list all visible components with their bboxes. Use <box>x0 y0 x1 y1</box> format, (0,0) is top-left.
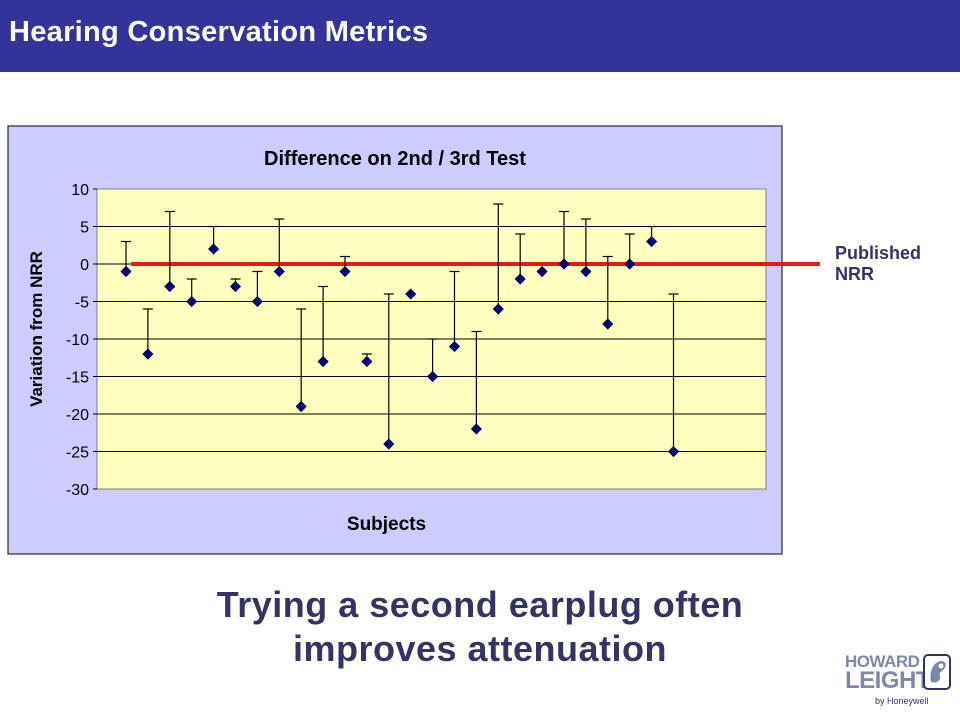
first-test-point <box>273 265 285 278</box>
first-test-point <box>164 280 176 293</box>
first-test-point <box>646 235 658 248</box>
first-test-point <box>120 265 132 278</box>
first-test-point <box>448 340 461 353</box>
first-test-point <box>580 265 592 278</box>
y-tick-label: 0 <box>80 257 89 274</box>
first-test-point <box>558 258 570 270</box>
y-axis-label: Variation from NRR <box>27 251 46 407</box>
logo-line2: LEIGHT <box>845 667 931 694</box>
y-tick-label: -10 <box>66 332 89 349</box>
first-test-point <box>142 348 154 360</box>
y-tick-label: -25 <box>66 445 89 462</box>
logo-line1: HOWARD <box>845 652 920 671</box>
first-test-point <box>383 438 395 450</box>
first-test-point <box>339 265 351 278</box>
y-tick-label: -30 <box>66 482 89 499</box>
first-test-point <box>427 370 439 383</box>
first-test-point <box>667 445 680 458</box>
first-test-point <box>602 318 614 330</box>
y-tick-label: -5 <box>75 295 89 312</box>
nrr-label-line2: NRR <box>835 264 874 284</box>
y-tick-label: -15 <box>66 370 89 387</box>
logo-byline: by Honeywell <box>875 696 929 706</box>
header-bar: Hearing Conservation Metrics <box>0 0 960 72</box>
first-test-point <box>251 295 263 308</box>
chart-title: Difference on 2nd / 3rd Test <box>264 148 526 170</box>
page-title: Hearing Conservation Metrics <box>9 16 429 48</box>
x-axis-label: Subjects <box>347 514 426 535</box>
first-test-point <box>536 265 548 278</box>
y-tick-label: 10 <box>71 182 89 199</box>
howard-leight-logo: HOWARD LEIGHT by Honeywell <box>845 652 955 712</box>
first-test-point <box>624 258 636 270</box>
first-test-point <box>295 400 307 413</box>
nrr-label-line1: Published <box>835 243 922 263</box>
first-test-point <box>186 295 198 308</box>
first-test-point <box>470 423 482 435</box>
y-tick-label: 5 <box>80 220 89 237</box>
published-nrr-label: Published NRR <box>835 243 921 285</box>
first-test-point <box>317 355 329 368</box>
first-test-point <box>208 243 220 255</box>
caption: Trying a second earplug often improves a… <box>150 583 810 671</box>
first-test-point <box>514 273 526 285</box>
caption-line2: improves attenuation <box>292 628 668 669</box>
first-test-point <box>229 280 242 293</box>
first-test-point <box>405 288 417 300</box>
first-test-point <box>492 303 504 315</box>
first-test-point <box>361 355 373 368</box>
logo-badge-icon <box>923 654 951 690</box>
caption-line1: Trying a second earplug often <box>216 584 744 625</box>
y-tick-label: -20 <box>66 407 89 424</box>
